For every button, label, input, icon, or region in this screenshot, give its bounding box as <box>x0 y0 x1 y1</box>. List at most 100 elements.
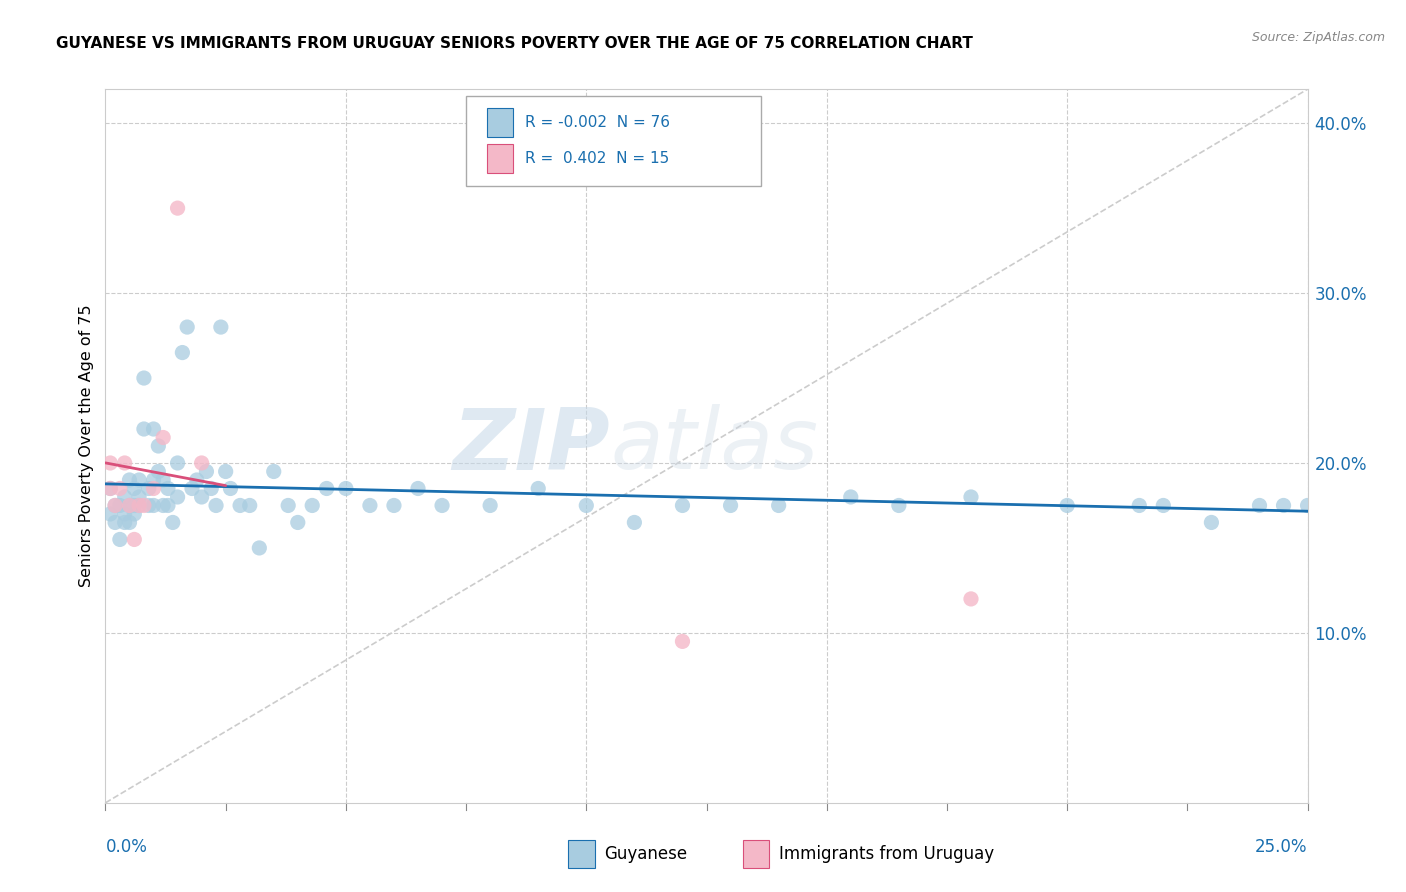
Point <box>1201 516 1223 530</box>
Point <box>406 482 429 496</box>
Point <box>142 422 165 436</box>
Point <box>114 456 136 470</box>
Point <box>239 499 262 513</box>
Point <box>200 482 222 496</box>
Point <box>162 516 184 530</box>
Point <box>124 499 146 513</box>
Point <box>108 533 131 547</box>
Point <box>277 499 299 513</box>
Point <box>104 516 127 530</box>
Point <box>209 320 232 334</box>
Point <box>142 482 165 496</box>
Point <box>148 465 170 479</box>
Point <box>138 482 160 496</box>
Y-axis label: Seniors Poverty Over the Age of 75: Seniors Poverty Over the Age of 75 <box>79 305 94 587</box>
Point <box>887 499 910 513</box>
Point <box>132 422 155 436</box>
Point <box>315 482 337 496</box>
Point <box>166 490 188 504</box>
Point <box>623 516 645 530</box>
Point <box>114 507 136 521</box>
Point <box>118 473 141 487</box>
Point <box>1249 499 1271 513</box>
Point <box>148 439 170 453</box>
Point <box>214 465 236 479</box>
FancyBboxPatch shape <box>486 145 513 173</box>
Point <box>1056 499 1078 513</box>
Text: R =  0.402  N = 15: R = 0.402 N = 15 <box>524 151 669 166</box>
Point <box>118 516 141 530</box>
Text: atlas: atlas <box>610 404 818 488</box>
Point <box>132 499 155 513</box>
Point <box>430 499 453 513</box>
Point <box>671 499 693 513</box>
Point <box>156 482 179 496</box>
Point <box>960 490 983 504</box>
Point <box>142 499 165 513</box>
Point <box>104 499 127 513</box>
Point <box>229 499 252 513</box>
Point <box>166 201 188 215</box>
Point <box>359 499 381 513</box>
Point <box>1152 499 1174 513</box>
Point <box>479 499 502 513</box>
Point <box>1272 499 1295 513</box>
Point <box>104 499 127 513</box>
Text: Source: ZipAtlas.com: Source: ZipAtlas.com <box>1251 31 1385 45</box>
Point <box>118 499 141 513</box>
Point <box>156 499 179 513</box>
Point <box>301 499 323 513</box>
Point <box>181 482 204 496</box>
Point <box>190 456 212 470</box>
Point <box>128 499 150 513</box>
Point <box>98 482 121 496</box>
Text: ZIP: ZIP <box>453 404 610 488</box>
Point <box>138 499 160 513</box>
Point <box>186 473 208 487</box>
Point <box>114 490 136 504</box>
Point <box>176 320 198 334</box>
Point <box>98 482 121 496</box>
Point <box>152 430 174 444</box>
Point <box>190 490 212 504</box>
Point <box>98 456 121 470</box>
Point <box>108 482 131 496</box>
FancyBboxPatch shape <box>486 109 513 137</box>
Point <box>124 533 146 547</box>
Point <box>118 499 141 513</box>
Text: R = -0.002  N = 76: R = -0.002 N = 76 <box>524 115 671 130</box>
Point <box>671 634 693 648</box>
Point <box>152 499 174 513</box>
FancyBboxPatch shape <box>465 96 761 186</box>
Point <box>1296 499 1319 513</box>
Point <box>98 507 121 521</box>
Point <box>527 482 550 496</box>
Point <box>219 482 242 496</box>
Point <box>128 490 150 504</box>
FancyBboxPatch shape <box>742 840 769 869</box>
Point <box>124 507 146 521</box>
Text: 25.0%: 25.0% <box>1256 838 1308 856</box>
Point <box>152 473 174 487</box>
Point <box>114 516 136 530</box>
Point <box>108 499 131 513</box>
Point <box>382 499 405 513</box>
Point <box>247 541 270 555</box>
Point <box>205 499 228 513</box>
Point <box>128 473 150 487</box>
Point <box>128 499 150 513</box>
Point <box>287 516 309 530</box>
Point <box>1128 499 1150 513</box>
Text: 0.0%: 0.0% <box>105 838 148 856</box>
Point <box>124 482 146 496</box>
Point <box>1320 490 1343 504</box>
Point <box>720 499 742 513</box>
Text: Guyanese: Guyanese <box>605 846 688 863</box>
Point <box>132 371 155 385</box>
Point <box>195 465 218 479</box>
Point <box>839 490 862 504</box>
Point <box>768 499 790 513</box>
Point <box>172 345 194 359</box>
Point <box>960 591 983 606</box>
Text: GUYANESE VS IMMIGRANTS FROM URUGUAY SENIORS POVERTY OVER THE AGE OF 75 CORRELATI: GUYANESE VS IMMIGRANTS FROM URUGUAY SENI… <box>56 36 973 51</box>
